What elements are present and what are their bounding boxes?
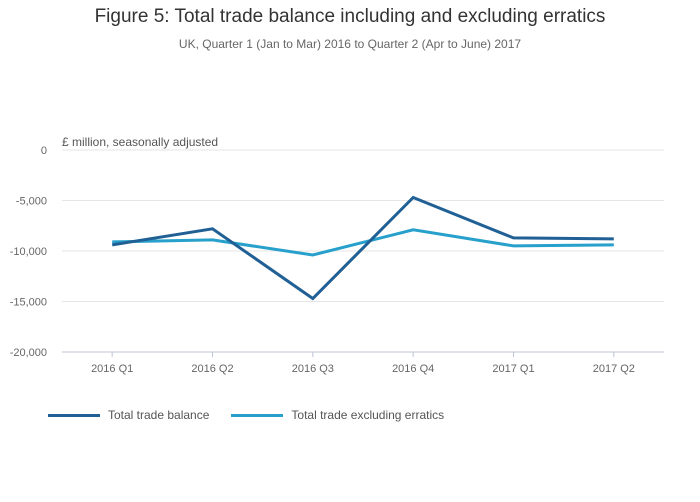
series-line-total-trade-excluding-erratics — [112, 228, 614, 257]
y-axis-label: £ million, seasonally adjusted — [62, 135, 218, 149]
legend-label: Total trade excluding erratics — [291, 408, 445, 422]
x-tick-label: 2017 Q2 — [593, 363, 635, 375]
y-tick-label: -10,000 — [10, 246, 47, 258]
x-tick-label: 2016 Q4 — [392, 363, 434, 375]
x-tick-label: 2016 Q2 — [191, 363, 233, 375]
series-line-total-trade-balance — [111, 195, 614, 301]
legend-item-total-trade-excluding-erratics: Total trade excluding erratics — [231, 408, 444, 422]
chart-legend: Total trade balance Total trade excludin… — [48, 408, 466, 422]
legend-item-total-trade-balance: Total trade balance — [48, 408, 209, 422]
legend-swatch-total-trade-excluding-erratics — [231, 413, 284, 417]
legend-swatch-total-trade-balance — [48, 413, 100, 417]
y-tick-label: 0 — [41, 145, 47, 157]
chart-title: Figure 5: Total trade balance including … — [94, 6, 606, 27]
x-tick-label: 2017 Q1 — [492, 363, 534, 375]
chart-subtitle: UK, Quarter 1 (Jan to Mar) 2016 to Quart… — [178, 37, 522, 51]
y-tick-label: -20,000 — [10, 347, 47, 359]
x-tick-label: 2016 Q1 — [91, 363, 133, 375]
y-tick-label: -5,000 — [16, 196, 47, 208]
y-tick-label: -15,000 — [10, 297, 47, 309]
legend-label: Total trade balance — [108, 408, 210, 422]
x-tick-label: 2016 Q3 — [292, 363, 334, 375]
